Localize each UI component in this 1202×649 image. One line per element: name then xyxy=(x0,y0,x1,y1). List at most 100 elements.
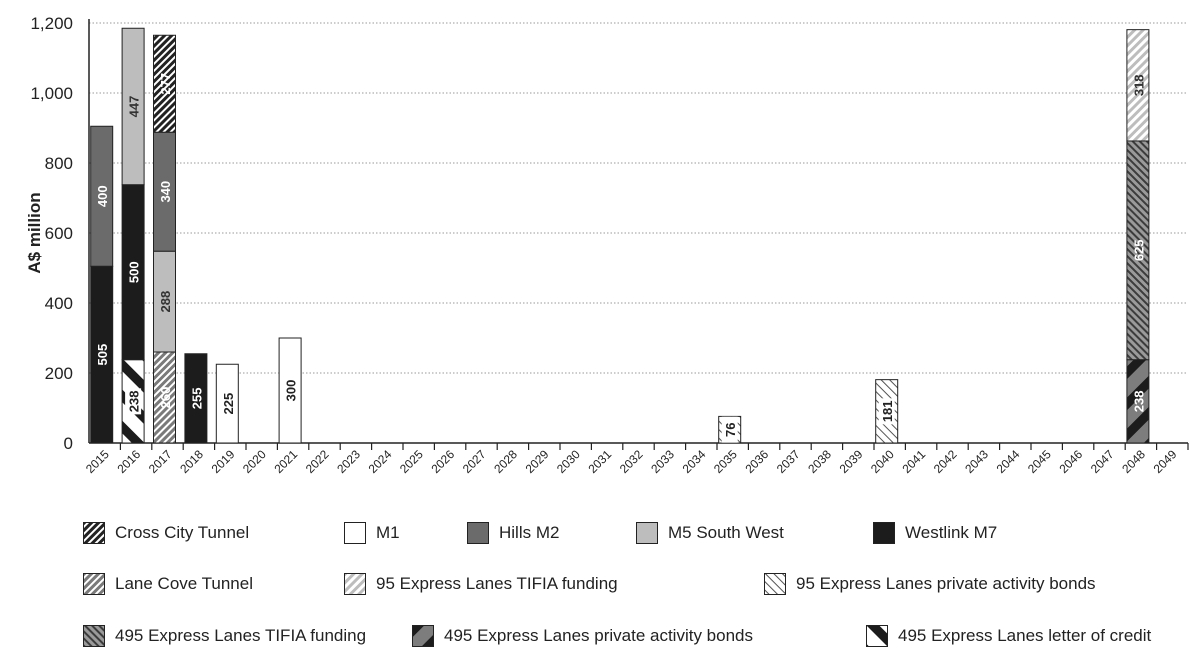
legend-item-495-tifia: 495 Express Lanes TIFIA funding xyxy=(83,625,366,647)
legend-swatch xyxy=(412,625,434,647)
data-label: 400 xyxy=(95,185,110,207)
x-tick-label: 2039 xyxy=(837,447,866,476)
legend-swatch xyxy=(344,573,366,595)
legend-label: 95 Express Lanes private activity bonds xyxy=(796,574,1096,593)
data-label: 225 xyxy=(221,393,236,415)
legend-item-westlink-m7: Westlink M7 xyxy=(873,522,997,544)
legend-swatch xyxy=(467,522,489,544)
x-tick-label: 2041 xyxy=(899,447,928,476)
data-label: 260 xyxy=(158,387,173,409)
x-tick-label: 2031 xyxy=(585,447,614,476)
label-bg xyxy=(125,388,142,415)
bar-segment xyxy=(90,125,114,267)
legend-label: Lane Cove Tunnel xyxy=(115,574,253,593)
legend-swatch xyxy=(83,522,105,544)
x-tick-label: 2022 xyxy=(303,447,332,476)
bar-segment xyxy=(153,34,176,133)
data-label: 505 xyxy=(95,344,110,366)
legend-item-95-tifia: 95 Express Lanes TIFIA funding xyxy=(344,573,618,595)
x-tick-label: 2019 xyxy=(209,447,238,476)
x-tick-label: 2029 xyxy=(523,447,552,476)
legend-item-lane-cove-tunnel: Lane Cove Tunnel xyxy=(83,573,253,595)
legend-item-cross-city-tunnel: Cross City Tunnel xyxy=(83,522,249,544)
x-tick-label: 2040 xyxy=(868,447,897,476)
x-tick-label: 2021 xyxy=(271,447,300,476)
legend-label: Cross City Tunnel xyxy=(115,523,250,542)
legend-label: Hills M2 xyxy=(499,523,560,542)
x-tick-label: 2046 xyxy=(1056,447,1085,476)
data-label: 447 xyxy=(127,96,142,118)
gridlines xyxy=(89,22,1188,374)
data-label: 277 xyxy=(158,73,173,95)
data-label: 625 xyxy=(1131,239,1146,261)
legend-swatch xyxy=(764,573,786,595)
x-tick-label: 2030 xyxy=(554,447,583,476)
y-tick-label: 400 xyxy=(45,294,73,313)
legend-label: 95 Express Lanes TIFIA funding xyxy=(376,574,618,593)
bar-segment xyxy=(184,353,208,444)
x-tick-label: 2028 xyxy=(491,447,520,476)
y-tick-label: 200 xyxy=(45,364,73,383)
legend-swatch xyxy=(636,522,658,544)
legend-label: Westlink M7 xyxy=(905,523,998,542)
x-tick-label: 2037 xyxy=(774,447,803,476)
bar-segment xyxy=(215,363,239,444)
bar-segment xyxy=(121,27,145,186)
legend-item-95-pab: 95 Express Lanes private activity bonds xyxy=(764,573,1096,595)
y-axis-title: A$ million xyxy=(25,192,44,273)
x-tick-label: 2024 xyxy=(366,447,395,476)
legend-swatch xyxy=(866,625,888,647)
data-labels: 505 400 238 500 447 260 288 340 277 255 225 300 76 18… xyxy=(95,73,1146,443)
x-tick-label: 2023 xyxy=(334,447,363,476)
label-bg xyxy=(721,416,738,443)
data-label: 238 xyxy=(127,390,142,412)
bars xyxy=(90,27,1150,444)
bar-segment xyxy=(1126,29,1150,142)
x-tick-label: 2045 xyxy=(1025,447,1054,476)
legend-label: M1 xyxy=(376,523,400,542)
legend-swatch xyxy=(873,522,895,544)
x-tick-label: 2020 xyxy=(240,447,269,476)
data-label: 255 xyxy=(189,388,204,410)
x-tick-label: 2038 xyxy=(805,447,834,476)
data-label: 76 xyxy=(723,422,738,436)
x-tick-label: 2043 xyxy=(962,447,991,476)
x-tick-label: 2035 xyxy=(711,447,740,476)
legend-label: 495 Express Lanes TIFIA funding xyxy=(115,626,367,645)
x-tick-label: 2033 xyxy=(648,447,677,476)
x-tick-label: 2044 xyxy=(994,447,1023,476)
y-tick-label: 0 xyxy=(64,434,73,453)
y-tick-label: 1,200 xyxy=(30,14,73,33)
data-label: 181 xyxy=(880,400,895,422)
x-tick-label: 2036 xyxy=(742,447,771,476)
label-bg xyxy=(878,398,895,425)
legend-label: 495 Express Lanes private activity bonds xyxy=(444,626,754,645)
y-tick-label: 600 xyxy=(45,224,73,243)
bar-segment xyxy=(278,337,302,444)
x-tick-label: 2026 xyxy=(428,447,457,476)
data-label: 300 xyxy=(284,380,299,402)
x-tick-label: 2027 xyxy=(460,447,489,476)
x-tick-label: 2049 xyxy=(1151,447,1180,476)
x-tick-label: 2025 xyxy=(397,447,426,476)
legend-item-m1: M1 xyxy=(344,522,400,544)
data-label: 340 xyxy=(158,181,173,203)
x-tick-label: 2017 xyxy=(146,447,175,476)
y-tick-label: 1,000 xyxy=(30,84,73,103)
x-tick-label: 2047 xyxy=(1088,447,1117,476)
legend-swatch xyxy=(344,522,366,544)
legend-item-495-loc: 495 Express Lanes letter of credit xyxy=(866,625,1151,647)
data-label: 318 xyxy=(1131,74,1146,96)
legend-label: 495 Express Lanes letter of credit xyxy=(898,626,1152,645)
legend-label: M5 South West xyxy=(668,523,784,542)
legend-item-m5-south-west: M5 South West xyxy=(636,522,784,544)
x-tick-label: 2032 xyxy=(617,447,646,476)
legend-swatch xyxy=(83,573,105,595)
legend-item-495-pab: 495 Express Lanes private activity bonds xyxy=(412,625,753,647)
x-tick-label: 2016 xyxy=(114,447,143,476)
data-label: 500 xyxy=(127,261,142,283)
x-tick-label: 2034 xyxy=(680,447,709,476)
x-tick-label: 2018 xyxy=(177,447,206,476)
data-label: 288 xyxy=(158,291,173,313)
